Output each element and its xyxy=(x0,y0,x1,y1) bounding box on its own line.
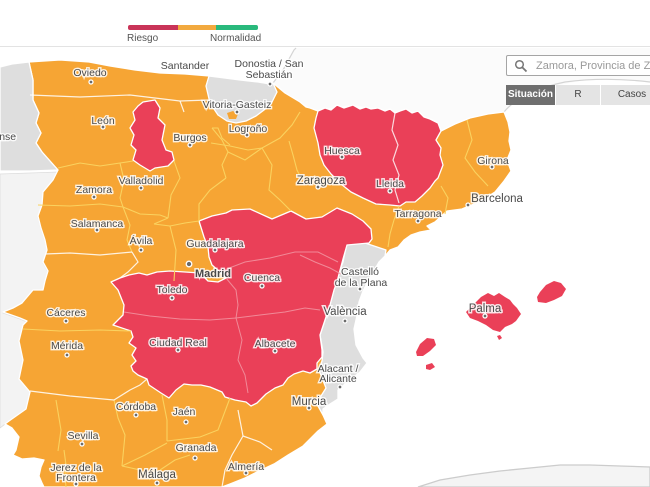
svg-text:Almería: Almería xyxy=(228,461,264,473)
svg-text:Ciudad Real: Ciudad Real xyxy=(149,337,207,349)
svg-text:Murcia: Murcia xyxy=(292,396,327,408)
svg-text:Cuenca: Cuenca xyxy=(244,272,280,284)
svg-text:Zamora: Zamora xyxy=(76,184,112,196)
svg-text:Ourense: Ourense xyxy=(0,131,16,143)
svg-text:Girona: Girona xyxy=(477,155,509,167)
svg-text:València: València xyxy=(323,306,367,318)
svg-text:Toledo: Toledo xyxy=(157,284,188,296)
svg-text:Jaén: Jaén xyxy=(173,406,196,418)
svg-text:Santander: Santander xyxy=(161,60,210,72)
svg-text:Guadalajara: Guadalajara xyxy=(186,238,243,250)
svg-text:Barcelona: Barcelona xyxy=(471,193,523,205)
svg-text:Frontera: Frontera xyxy=(56,472,96,484)
svg-text:Mérida: Mérida xyxy=(51,340,83,352)
svg-text:Granada: Granada xyxy=(176,442,217,454)
svg-text:Palma: Palma xyxy=(469,303,502,315)
svg-text:Alicante: Alicante xyxy=(319,373,357,385)
svg-text:Valladolid: Valladolid xyxy=(119,175,164,187)
svg-text:Castelló: Castelló xyxy=(341,266,379,278)
svg-text:Vitoria-Gasteiz: Vitoria-Gasteiz xyxy=(203,99,272,111)
svg-text:Donostia / San: Donostia / San xyxy=(235,58,304,70)
svg-text:de la Plana: de la Plana xyxy=(335,277,388,289)
svg-text:Málaga: Málaga xyxy=(138,469,176,481)
svg-text:Ávila: Ávila xyxy=(130,234,153,247)
svg-text:Alacant /: Alacant / xyxy=(318,363,359,375)
svg-text:Córdoba: Córdoba xyxy=(116,401,156,413)
svg-text:Huesca: Huesca xyxy=(324,145,360,157)
svg-text:Oviedo: Oviedo xyxy=(73,67,106,79)
svg-text:Sevilla: Sevilla xyxy=(68,430,99,442)
svg-text:Cáceres: Cáceres xyxy=(46,307,85,319)
svg-text:León: León xyxy=(91,115,115,127)
svg-text:Zaragoza: Zaragoza xyxy=(297,175,346,187)
svg-text:Logroño: Logroño xyxy=(229,123,268,135)
svg-text:Salamanca: Salamanca xyxy=(71,218,124,230)
svg-text:Madrid: Madrid xyxy=(195,268,231,280)
svg-text:Burgos: Burgos xyxy=(173,132,206,144)
svg-text:Sebastián: Sebastián xyxy=(246,69,293,81)
svg-text:Albacete: Albacete xyxy=(255,338,296,350)
svg-text:Lleida: Lleida xyxy=(376,178,404,190)
svg-text:Tarragona: Tarragona xyxy=(394,208,441,220)
svg-text:Jerez de la: Jerez de la xyxy=(50,462,102,474)
